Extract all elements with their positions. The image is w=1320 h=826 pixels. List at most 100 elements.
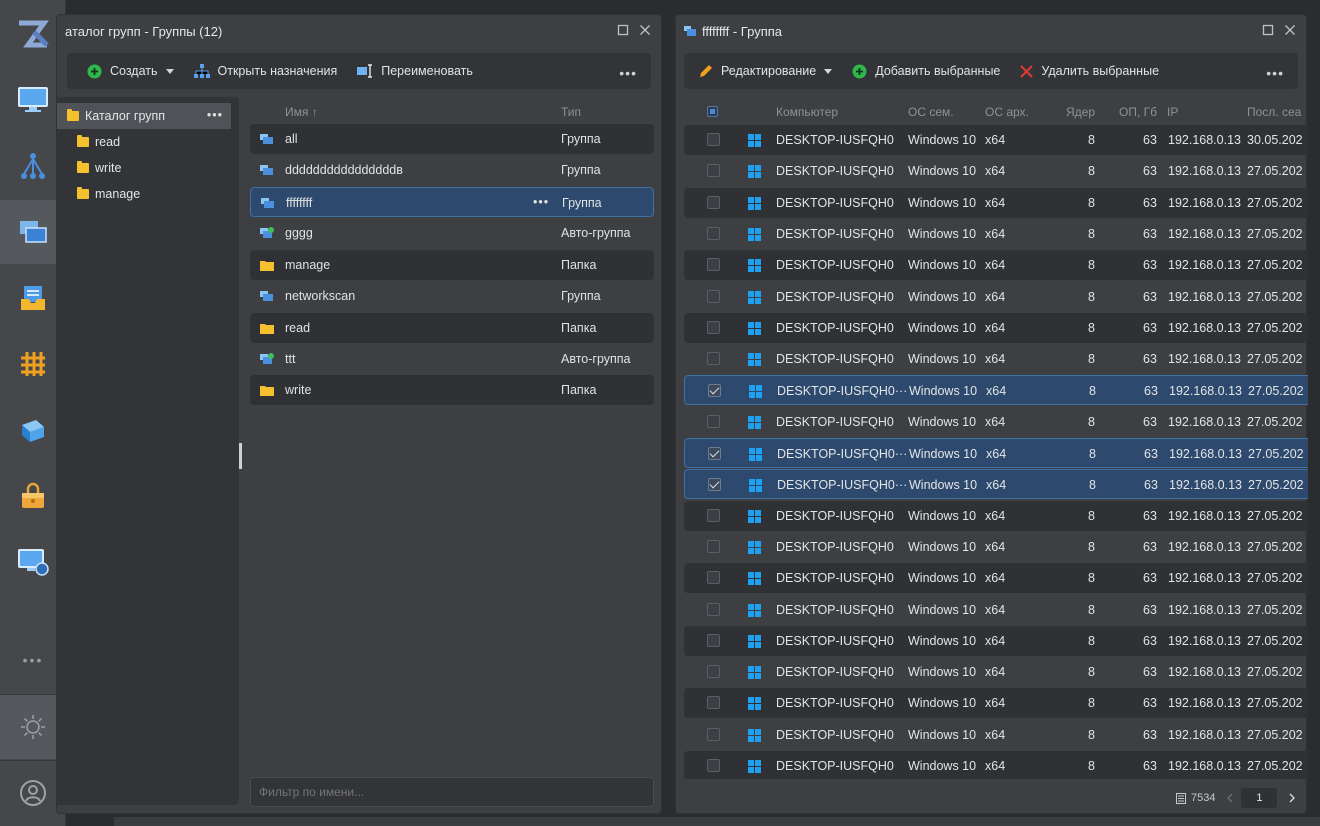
computer-row[interactable]: DESKTOP-IUSFQH0 Windows 10 x64 8 63 192.168.0… xyxy=(684,344,1308,374)
chevron-right-icon[interactable] xyxy=(1289,793,1296,803)
select-all-checkbox[interactable] xyxy=(707,106,718,117)
computer-row[interactable]: DESKTOP-IUSFQH0··· Windows 10 x64 8 63 192.16… xyxy=(684,375,1308,406)
group-list-row[interactable]: read Папка xyxy=(250,313,654,343)
group-list-row[interactable]: write Папка xyxy=(250,375,654,405)
tree-item-write[interactable]: write xyxy=(77,155,121,181)
group-icon xyxy=(260,134,273,144)
computer-row[interactable]: DESKTOP-IUSFQH0 Windows 10 x64 8 63 192.168.0… xyxy=(684,657,1308,687)
row-checkbox[interactable] xyxy=(707,602,720,616)
column-header-os-arch[interactable]: ОС арх. xyxy=(985,105,1029,119)
computer-row[interactable]: DESKTOP-IUSFQH0 Windows 10 x64 8 63 192.168.0… xyxy=(684,250,1308,281)
row-checkbox[interactable] xyxy=(707,226,720,240)
open-assignments-button[interactable]: Открыть назначения xyxy=(184,53,348,89)
monitor-icon[interactable] xyxy=(0,68,66,132)
computer-row[interactable]: DESKTOP-IUSFQH0 Windows 10 x64 8 63 192.168.0… xyxy=(684,500,1308,531)
name-filter-input[interactable] xyxy=(250,777,654,807)
computer-row[interactable]: DESKTOP-IUSFQH0··· Windows 10 x64 8 63 192.16… xyxy=(684,438,1308,468)
remove-selected-button[interactable]: Удалить выбранные xyxy=(1010,53,1169,89)
computer-row[interactable]: DESKTOP-IUSFQH0 Windows 10 x64 8 63 192.168.0… xyxy=(684,187,1308,218)
tree-root-more-icon[interactable]: ••• xyxy=(206,108,223,122)
rename-button[interactable]: Переименовать xyxy=(347,53,483,89)
tree-root-catalog[interactable]: Каталог групп ••• xyxy=(57,103,231,129)
groups-icon[interactable] xyxy=(0,200,66,264)
more-icon[interactable]: ••• xyxy=(0,628,66,692)
computer-row[interactable]: DESKTOP-IUSFQH0 Windows 10 x64 8 63 192.168.0… xyxy=(684,125,1308,155)
group-list-row[interactable]: ttt Авто-группа xyxy=(250,344,654,374)
row-more-icon[interactable]: ••• xyxy=(533,195,550,209)
row-checkbox[interactable] xyxy=(707,727,720,741)
bottom-scrollbar[interactable] xyxy=(114,817,1320,826)
group-list-row[interactable]: all Группа xyxy=(250,124,654,154)
row-checkbox[interactable] xyxy=(707,759,720,772)
row-checkbox[interactable] xyxy=(707,571,720,585)
maximize-icon[interactable] xyxy=(617,24,629,36)
network-tree-icon[interactable] xyxy=(0,134,66,198)
toolbar-more-icon[interactable]: ••• xyxy=(1266,65,1284,81)
remote-desktop-icon[interactable] xyxy=(0,530,66,594)
create-button[interactable]: Создать xyxy=(77,53,184,89)
computer-row[interactable]: DESKTOP-IUSFQH0 Windows 10 x64 8 63 192.168.0… xyxy=(684,312,1308,343)
column-header-type[interactable]: Тип xyxy=(561,105,582,119)
tree-item-read[interactable]: read xyxy=(77,129,120,155)
computer-row[interactable]: DESKTOP-IUSFQH0 Windows 10 x64 8 63 192.168.0… xyxy=(684,720,1308,750)
last-seen-date: 27.05.202 xyxy=(1248,478,1304,493)
maximize-icon[interactable] xyxy=(1262,24,1274,36)
user-icon[interactable] xyxy=(0,761,66,825)
row-checkbox[interactable] xyxy=(707,258,720,272)
row-checkbox[interactable] xyxy=(707,352,720,366)
computer-row[interactable]: DESKTOP-IUSFQH0 Windows 10 x64 8 63 192.168.0… xyxy=(684,156,1308,186)
computer-row[interactable]: DESKTOP-IUSFQH0 Windows 10 x64 8 63 192.168.0… xyxy=(684,595,1308,625)
computer-row[interactable]: DESKTOP-IUSFQH0 Windows 10 x64 8 63 192.168.0… xyxy=(684,563,1308,594)
lock-folder-icon[interactable] xyxy=(0,464,66,528)
toolbar-more-icon[interactable]: ••• xyxy=(619,65,637,81)
grid-icon[interactable] xyxy=(0,332,66,396)
column-header-name[interactable]: Имя ↑ xyxy=(285,105,318,119)
computer-row[interactable]: DESKTOP-IUSFQH0 Windows 10 x64 8 63 192.168.0… xyxy=(684,751,1308,779)
chevron-left-icon[interactable] xyxy=(1227,793,1233,803)
row-checkbox[interactable] xyxy=(708,478,721,492)
group-list-row[interactable]: ffffffff ••• Группа xyxy=(250,187,654,217)
edit-button[interactable]: Редактирование xyxy=(688,53,842,89)
row-checkbox[interactable] xyxy=(707,164,720,178)
group-list-row[interactable]: networkscan Группа xyxy=(250,281,654,311)
row-checkbox[interactable] xyxy=(707,320,720,334)
layers-icon[interactable] xyxy=(0,398,66,462)
row-checkbox[interactable] xyxy=(707,133,720,146)
add-selected-button[interactable]: Добавить выбранные xyxy=(842,53,1010,89)
column-header-ip[interactable]: IP xyxy=(1167,105,1179,119)
column-header-cores[interactable]: Ядер xyxy=(1066,105,1096,119)
computer-row[interactable]: DESKTOP-IUSFQH0 Windows 10 x64 8 63 192.168.0… xyxy=(684,407,1308,437)
close-icon[interactable] xyxy=(1284,24,1296,36)
computer-row[interactable]: DESKTOP-IUSFQH0 Windows 10 x64 8 63 192.168.0… xyxy=(684,532,1308,562)
row-checkbox[interactable] xyxy=(707,508,720,522)
computer-row[interactable]: DESKTOP-IUSFQH0 Windows 10 x64 8 63 192.168.0… xyxy=(684,688,1308,719)
row-checkbox[interactable] xyxy=(707,539,720,553)
row-checkbox[interactable] xyxy=(707,665,720,679)
os-family: Windows 10 xyxy=(908,727,977,742)
row-checkbox[interactable] xyxy=(707,195,720,209)
computer-row[interactable]: DESKTOP-IUSFQH0 Windows 10 x64 8 63 192.168.0… xyxy=(684,625,1308,656)
tree-item-manage[interactable]: manage xyxy=(77,181,140,207)
computer-row[interactable]: DESKTOP-IUSFQH0 Windows 10 x64 8 63 192.168.0… xyxy=(684,282,1308,312)
panel-splitter-handle[interactable] xyxy=(239,443,242,469)
column-header-ram[interactable]: ОП, Гб xyxy=(1119,105,1157,119)
row-checkbox[interactable] xyxy=(708,447,721,460)
app-logo-icon[interactable] xyxy=(0,2,66,66)
group-list-row[interactable]: manage Папка xyxy=(250,250,654,280)
close-icon[interactable] xyxy=(639,24,651,36)
column-header-last-seen[interactable]: Посл. сеа xyxy=(1247,105,1302,119)
computer-row[interactable]: DESKTOP-IUSFQH0··· Windows 10 x64 8 63 192.16… xyxy=(684,469,1308,500)
row-checkbox[interactable] xyxy=(707,696,720,710)
group-list-row[interactable]: gggg Авто-группа xyxy=(250,218,654,248)
page-number-field[interactable]: 1 xyxy=(1241,788,1278,808)
row-checkbox[interactable] xyxy=(707,289,720,303)
computer-row[interactable]: DESKTOP-IUSFQH0 Windows 10 x64 8 63 192.168.0… xyxy=(684,219,1308,249)
theme-icon[interactable] xyxy=(0,695,66,759)
row-checkbox[interactable] xyxy=(707,633,720,647)
row-checkbox[interactable] xyxy=(707,414,720,428)
column-header-os-family[interactable]: ОС сем. xyxy=(908,105,954,119)
group-list-row[interactable]: ddddddddddddddddв Группа xyxy=(250,155,654,185)
inbox-icon[interactable] xyxy=(0,266,66,330)
row-checkbox[interactable] xyxy=(708,384,721,398)
column-header-computer[interactable]: Компьютер xyxy=(776,105,839,119)
